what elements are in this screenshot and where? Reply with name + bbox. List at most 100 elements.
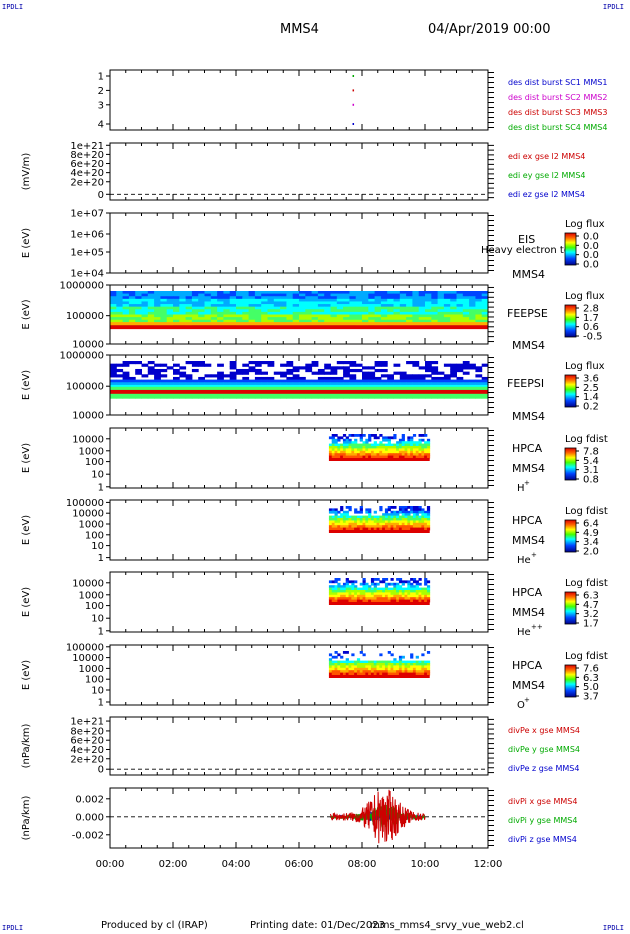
spectrogram-cell: [426, 513, 431, 516]
spectrogram-cell: [401, 527, 405, 531]
spectrogram-cell: [286, 304, 294, 308]
spectrogram-cell: [223, 296, 231, 300]
spectrogram-cell: [382, 672, 386, 676]
spectrogram-cell: [481, 306, 489, 310]
spectrogram-cell: [204, 301, 212, 305]
spectrogram-cell: [160, 309, 168, 313]
spectrogram-cell: [236, 319, 243, 323]
spectrogram-cell: [412, 506, 417, 509]
spectrogram-cell: [345, 667, 349, 671]
spectrogram-cell: [418, 665, 422, 669]
spectrogram-cell: [210, 384, 218, 389]
spectrogram-cell: [424, 525, 428, 528]
spectrogram-cell: [362, 298, 369, 302]
spectrogram-cell: [431, 306, 439, 310]
spectrogram-cell: [336, 382, 344, 386]
spectrogram-cell: [331, 655, 335, 659]
spectrogram-cell: [421, 597, 425, 600]
spectrogram-cell: [342, 599, 347, 603]
spectrogram-cell: [229, 395, 237, 399]
spectrogram-cell: [398, 585, 403, 588]
spectrogram-cell: [387, 446, 391, 449]
spectrogram-cell: [384, 672, 389, 676]
spectrogram-cell: [398, 592, 403, 596]
spectrogram-cell: [355, 296, 363, 300]
spectrogram-cell: [351, 448, 355, 452]
spectrogram-cell: [401, 599, 405, 603]
spectrogram-cell: [399, 379, 407, 383]
spectrogram-cell: [380, 379, 388, 383]
spectrogram-cell: [368, 670, 372, 673]
spectrogram-cell: [324, 309, 331, 313]
spectrogram-cell: [407, 446, 411, 449]
instrument-label: HPCA: [512, 659, 543, 672]
spectrogram-cell: [415, 441, 419, 444]
spectrogram-cell: [412, 670, 417, 673]
panel-frame: [109, 427, 489, 489]
spectrogram-cell: [351, 527, 355, 531]
spectrogram-cell: [342, 527, 347, 531]
spectrogram-cell: [379, 520, 383, 524]
burst-marker: [352, 103, 355, 106]
spectrogram-cell: [376, 587, 380, 591]
spectrogram-cell: [229, 317, 237, 321]
spectrogram-cell: [280, 382, 287, 386]
spectrogram-cell: [331, 510, 335, 514]
spectrogram-cell: [390, 597, 394, 600]
spectrogram-cell: [135, 311, 142, 316]
spectrogram-cell: [365, 592, 369, 596]
spectrogram-cell: [236, 301, 243, 305]
spectrogram-cell: [354, 515, 358, 519]
spectrogram-cell: [406, 384, 413, 389]
spectrogram-cell: [359, 670, 363, 673]
spectrogram-cell: [185, 314, 193, 318]
spectrogram-cell: [345, 663, 349, 666]
spectrogram-cell: [410, 446, 414, 449]
spectrogram-cell: [362, 317, 369, 321]
spectrogram-cell: [356, 590, 361, 593]
spectrogram: [328, 578, 431, 605]
spectrogram-cell: [390, 513, 394, 516]
spectrogram-cell: [280, 311, 287, 316]
colorbar-tick-label: 3.6: [583, 374, 599, 385]
spectrogram-cell: [382, 450, 386, 454]
spectrogram-cell: [406, 293, 413, 297]
spectrogram-cell: [425, 314, 432, 318]
spectrogram-cell: [210, 291, 218, 295]
spectrogram-cell: [370, 522, 375, 526]
spectrogram-cell: [431, 379, 439, 383]
spectrogram-cell: [368, 665, 372, 669]
spectrogram-cell: [116, 293, 124, 297]
spectrogram-cell: [412, 597, 417, 600]
spectrogram-cell: [412, 301, 420, 305]
spectrogram-cell: [421, 508, 425, 512]
spectrogram-cell: [415, 585, 419, 588]
spectrogram-cell: [328, 436, 333, 440]
spectrogram-cell: [191, 309, 199, 313]
spectrogram-cell: [336, 298, 344, 302]
spectrogram-cell: [110, 291, 117, 295]
spectrogram-cell: [373, 660, 377, 664]
spectrogram-cell: [399, 293, 407, 297]
spectrogram-cell: [368, 453, 372, 456]
spectrogram-cell: [343, 291, 350, 295]
spectrogram-cell: [354, 518, 358, 521]
spectrogram-cell: [382, 522, 386, 526]
spectrogram-cell: [373, 455, 377, 459]
y-tick-label: 0: [98, 190, 104, 201]
spectrogram-cell: [426, 506, 431, 509]
spectrogram-cell: [412, 515, 417, 519]
spectrogram-cell: [242, 304, 250, 308]
spectrogram-cell: [404, 672, 408, 676]
spectrogram-cell: [399, 376, 407, 381]
y-tick-label: 2: [98, 86, 104, 97]
spectrogram-cell: [337, 527, 341, 531]
spectrogram-cell: [406, 296, 413, 300]
spectrogram-cell: [135, 306, 142, 310]
panel-frame: [109, 212, 489, 274]
spectrogram-cell: [122, 319, 130, 323]
spectrogram-cell: [261, 306, 268, 310]
spectrogram-cell: [399, 319, 407, 323]
spectrogram-cell: [380, 374, 388, 378]
spectrogram-cell: [116, 379, 124, 383]
